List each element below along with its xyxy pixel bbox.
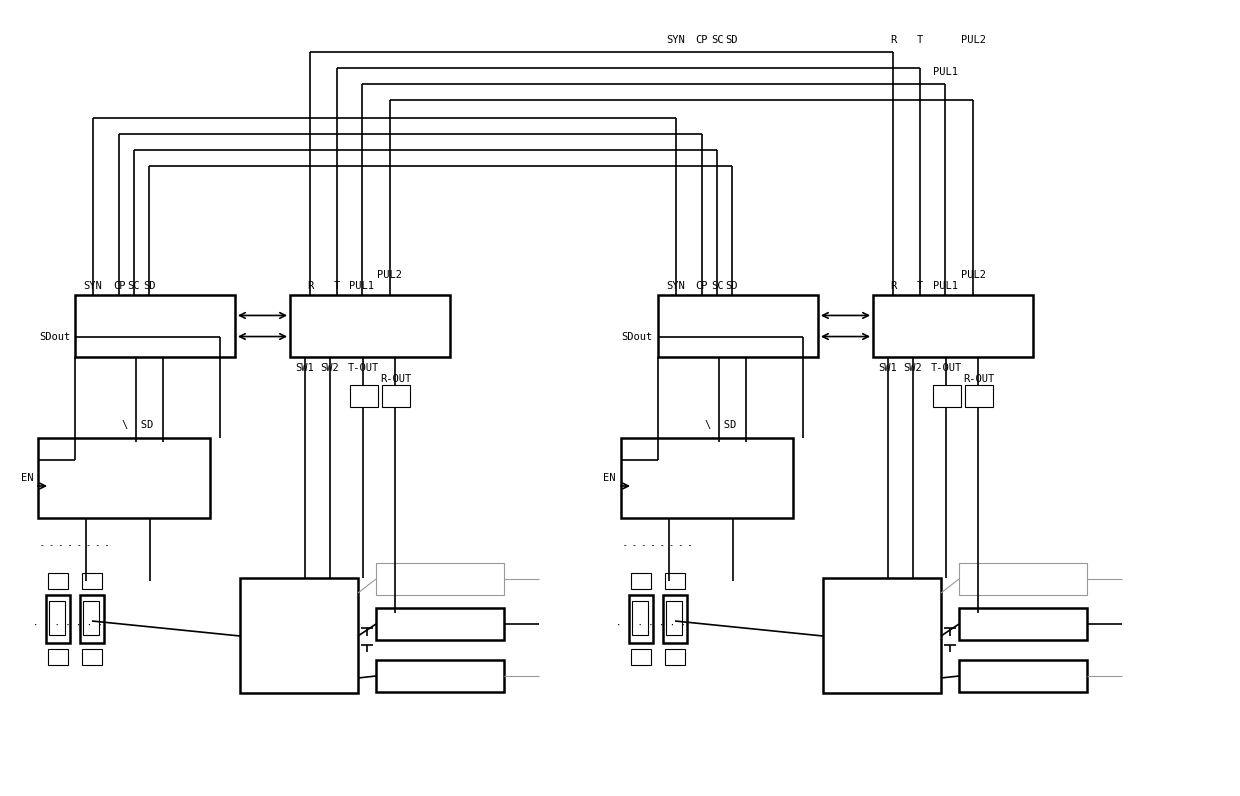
Bar (959, 608, 1087, 640)
Text: SW2: SW2 (321, 363, 340, 373)
Bar (823, 578, 941, 693)
Text: R-OUT: R-OUT (381, 374, 412, 384)
Text: CP: CP (696, 281, 708, 291)
Text: PUL1: PUL1 (350, 281, 374, 291)
Text: PUL2: PUL2 (961, 35, 986, 45)
Text: PUL1: PUL1 (932, 281, 957, 291)
Bar (38, 438, 210, 518)
Text: SC: SC (128, 281, 140, 291)
Text: SYN: SYN (83, 281, 103, 291)
Text: - - - - - - - -: - - - - - - - - (41, 541, 109, 551)
Bar (376, 563, 503, 595)
Text: - - - - - - - -: - - - - - - - - (624, 541, 693, 551)
Bar (50, 601, 64, 635)
Text: \  SD: \ SD (706, 420, 737, 430)
Text: PUL2: PUL2 (377, 270, 403, 280)
Bar (665, 649, 684, 665)
Text: SW2: SW2 (904, 363, 923, 373)
Bar (290, 295, 450, 357)
Text: SDout: SDout (38, 332, 69, 341)
Text: SYN: SYN (667, 35, 686, 45)
Text: SD: SD (143, 281, 155, 291)
Text: R: R (306, 281, 314, 291)
Text: T-OUT: T-OUT (930, 363, 962, 373)
Bar (959, 563, 1087, 595)
Text: T: T (916, 35, 923, 45)
Text: \  SD: \ SD (122, 420, 154, 430)
Bar (81, 595, 104, 643)
Bar (873, 295, 1033, 357)
Bar (83, 601, 99, 635)
Bar (48, 573, 68, 589)
Text: PUL1: PUL1 (932, 67, 957, 77)
Bar (48, 649, 68, 665)
Bar (959, 660, 1087, 692)
Bar (241, 578, 358, 693)
Text: SC: SC (711, 35, 723, 45)
Bar (350, 385, 378, 407)
Text: SDout: SDout (621, 332, 653, 341)
Text: · · · · · · ·: · · · · · · · (616, 621, 686, 630)
Bar (46, 595, 69, 643)
Text: CP: CP (113, 281, 125, 291)
Bar (382, 385, 410, 407)
Bar (631, 649, 651, 665)
Bar (631, 573, 651, 589)
Bar (932, 385, 961, 407)
Bar (376, 608, 503, 640)
Text: T: T (334, 281, 340, 291)
Text: EN: EN (21, 473, 33, 483)
Text: R: R (890, 35, 897, 45)
Bar (666, 601, 682, 635)
Bar (74, 295, 236, 357)
Bar (658, 295, 818, 357)
Bar (663, 595, 687, 643)
Text: R: R (890, 281, 897, 291)
Text: EN: EN (604, 473, 616, 483)
Text: SD: SD (725, 281, 738, 291)
Text: R-OUT: R-OUT (963, 374, 994, 384)
Text: PUL2: PUL2 (961, 270, 986, 280)
Text: SW1: SW1 (879, 363, 898, 373)
Text: SD: SD (725, 35, 738, 45)
Text: CP: CP (696, 35, 708, 45)
Text: T: T (916, 281, 923, 291)
Bar (376, 660, 503, 692)
Bar (82, 649, 102, 665)
Bar (629, 595, 653, 643)
Bar (965, 385, 993, 407)
Text: SC: SC (711, 281, 723, 291)
Bar (632, 601, 649, 635)
Bar (665, 573, 684, 589)
Bar (82, 573, 102, 589)
Text: · · · · · · ·: · · · · · · · (33, 621, 103, 630)
Text: T-OUT: T-OUT (347, 363, 378, 373)
Bar (621, 438, 794, 518)
Text: SYN: SYN (667, 281, 686, 291)
Text: SW1: SW1 (295, 363, 315, 373)
